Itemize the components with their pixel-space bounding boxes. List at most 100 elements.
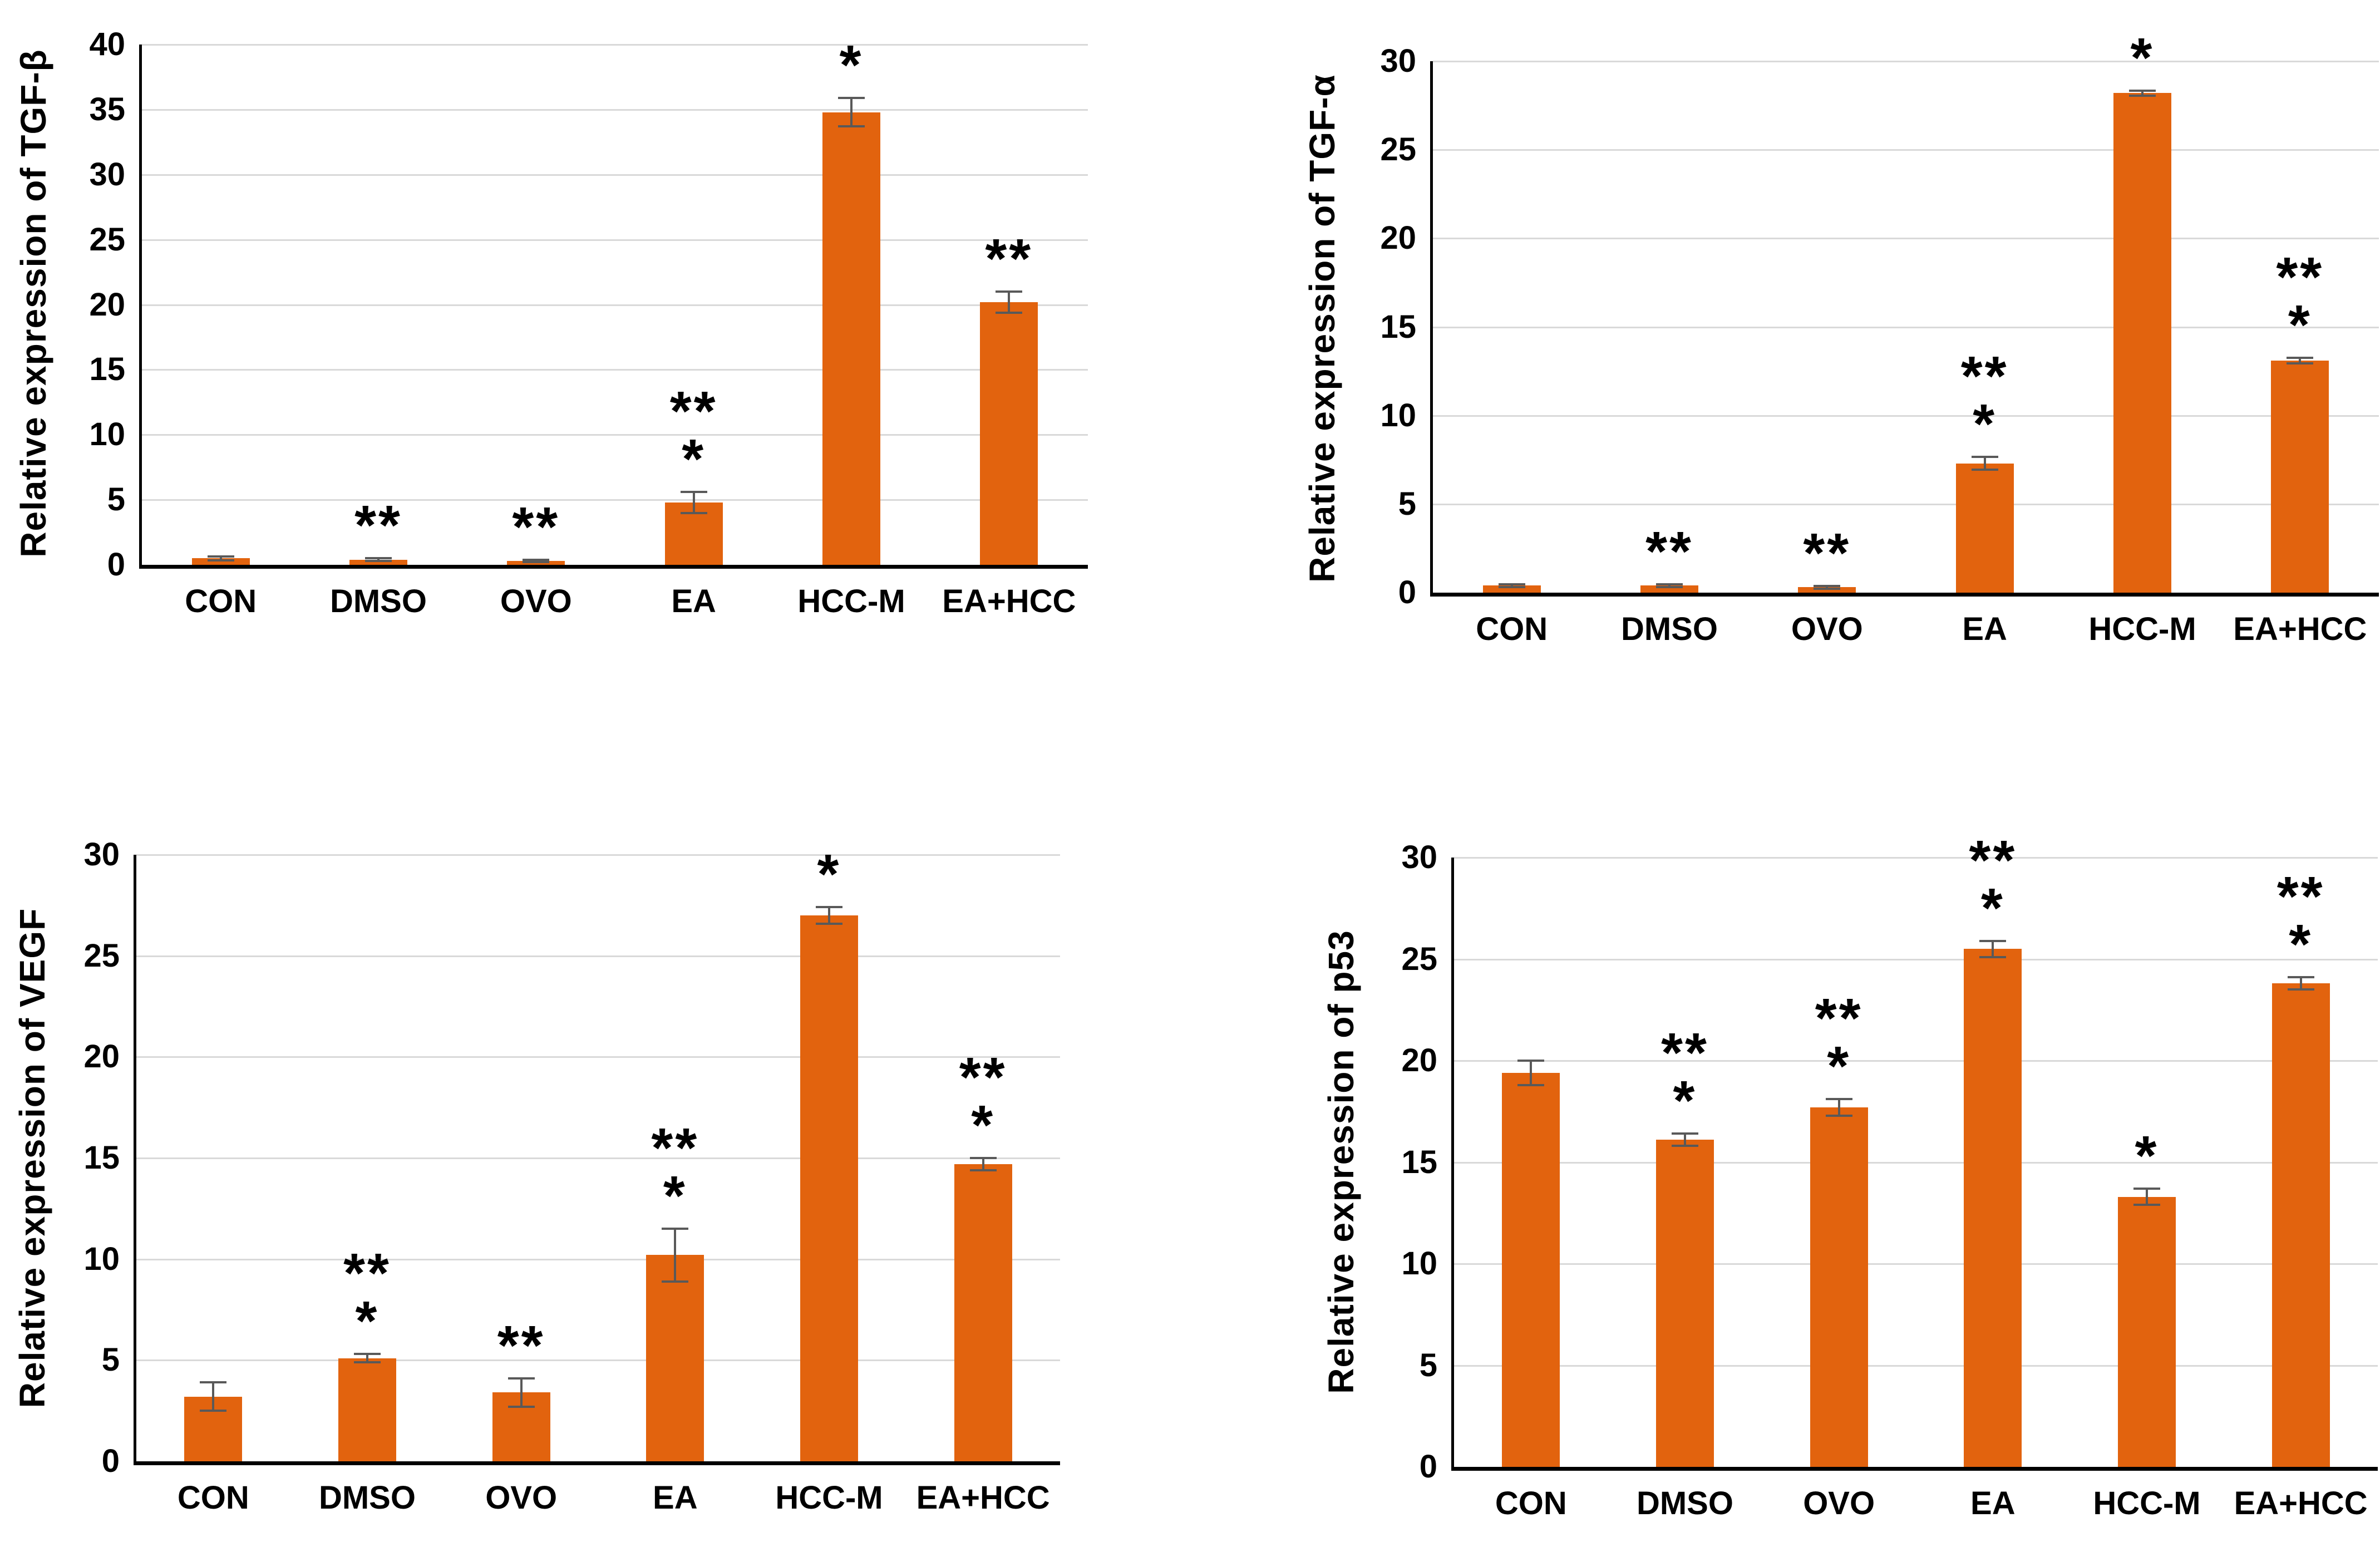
y-tick-label: 35 <box>89 91 125 127</box>
significance-stars: * <box>663 1165 687 1228</box>
error-bar-cap <box>816 922 842 925</box>
bar <box>191 558 250 565</box>
plot-area: 0 5 10 15 20 25 30 CON DMSO ** OVO ** EA ** * HCC-M * EA+… <box>1380 30 2379 647</box>
significance-stars: * <box>1973 393 1997 456</box>
error-bar-cap <box>200 1410 227 1412</box>
error-bar-cap <box>2133 1204 2160 1206</box>
significance-annotation: ** * <box>1906 348 2063 456</box>
gridline <box>1454 1161 2378 1164</box>
x-category-label: EA+HCC <box>2234 1485 2368 1521</box>
gridline <box>142 109 1088 111</box>
significance-stars: ** <box>343 1242 391 1305</box>
significance-stars: ** <box>512 495 560 558</box>
significance-annotation: ** * <box>1762 991 1916 1098</box>
x-category-label: EA+HCC <box>942 583 1076 619</box>
significance-annotation: ** <box>1748 521 1906 584</box>
significance-annotation: * <box>752 846 906 902</box>
gridline <box>136 1157 1060 1159</box>
error-bar <box>366 1354 368 1362</box>
error-bar <box>219 556 222 560</box>
x-category-label: DMSO <box>1636 1485 1733 1521</box>
significance-annotation: ** <box>930 228 1088 290</box>
chart-panel-tgf-alpha: Relative expression of TGF-α 0 5 10 15 20 25 3… <box>1190 0 2380 771</box>
error-bar-cap <box>1814 584 1841 587</box>
x-category-label: EA <box>671 583 716 619</box>
bar <box>1810 1107 1868 1467</box>
significance-annotation: ** * <box>1608 1025 1762 1129</box>
significance-stars: * <box>1827 1035 1851 1098</box>
significance-stars: ** <box>2276 865 2325 928</box>
error-bar <box>1992 940 1994 957</box>
error-bar <box>2141 90 2144 96</box>
significance-stars: ** <box>1645 520 1693 583</box>
significance-stars: * <box>839 33 864 96</box>
bar <box>1798 587 1856 593</box>
error-bar-cap <box>2129 95 2156 97</box>
error-bar-cap <box>1814 587 1841 590</box>
error-bar <box>520 1378 523 1407</box>
significance-stars: ** <box>354 494 402 556</box>
bar <box>1964 949 2022 1467</box>
significance-annotation: ** * <box>2224 865 2378 972</box>
x-category-label: EA <box>653 1480 698 1516</box>
error-bar <box>212 1382 215 1411</box>
x-category-label: CON <box>185 583 257 619</box>
error-bar-cap <box>2287 362 2314 364</box>
error-bar-cap <box>1517 1060 1545 1062</box>
error-bar-cap <box>1825 1098 1852 1101</box>
bar <box>338 1358 396 1461</box>
error-bar-cap <box>1656 585 1683 588</box>
gridline <box>1433 326 2379 328</box>
plot-area: 0 5 10 15 20 25 30 CON DMSO ** * OVO ** EA ** * HCC-M * EA… <box>83 837 1060 1516</box>
significance-annotation: ** * <box>290 1242 445 1349</box>
x-category-label: EA <box>1962 611 2007 647</box>
chart-panel-vegf: Relative expression of VEGF 0 5 10 15 20 25 30… <box>0 771 1190 1542</box>
error-bar <box>1837 1099 1840 1116</box>
error-bar-cap <box>1656 583 1683 585</box>
bar <box>2271 983 2330 1467</box>
y-tick-label: 0 <box>107 546 125 583</box>
significance-stars: * <box>2130 26 2155 89</box>
bar <box>646 1255 704 1461</box>
gridline <box>1433 149 2379 151</box>
x-category-label: HCC-M <box>775 1480 883 1516</box>
y-tick-label: 40 <box>89 26 125 62</box>
gridline <box>1433 61 2379 62</box>
error-bar <box>2146 1188 2148 1205</box>
y-tick-label: 20 <box>83 1038 120 1075</box>
error-bar-cap <box>1979 955 2007 958</box>
error-bar-cap <box>365 560 392 563</box>
gridline <box>136 854 1060 856</box>
x-category-label: EA+HCC <box>2233 611 2367 647</box>
gridline <box>142 369 1088 371</box>
error-bar-cap <box>969 1169 997 1171</box>
x-category-label: EA+HCC <box>916 1480 1050 1516</box>
y-tick-label: 5 <box>1398 485 1416 522</box>
y-tick-label: 5 <box>107 481 125 518</box>
error-bar <box>1826 585 1829 589</box>
gridline <box>136 955 1060 957</box>
error-bar-cap <box>838 96 865 99</box>
y-tick-label: 5 <box>1419 1347 1437 1383</box>
error-bar-cap <box>2287 976 2314 979</box>
y-tick-label: 20 <box>1401 1042 1437 1078</box>
y-tick-label: 30 <box>89 156 125 193</box>
error-bar-cap <box>680 491 707 494</box>
plot-area: 0 5 10 15 20 25 30 CON DMSO ** * OVO ** * EA ** * HCC-M * E… <box>1401 832 2378 1521</box>
gridline <box>136 1258 1060 1260</box>
y-tick-label: 25 <box>89 221 125 258</box>
error-bar-cap <box>996 290 1023 293</box>
y-tick-label: 30 <box>1401 839 1437 875</box>
y-tick-label: 15 <box>89 351 125 388</box>
chart-panel-tgf-beta: Relative expression of TGF-β 0 5 10 15 20 25 3… <box>0 0 1190 771</box>
error-bar-cap <box>1498 585 1525 588</box>
significance-stars: ** <box>985 228 1033 290</box>
x-category-label: DMSO <box>318 1480 416 1516</box>
significance-stars: ** <box>1803 521 1851 584</box>
bar <box>800 915 858 1461</box>
y-tick-label: 0 <box>101 1443 120 1479</box>
x-category-label: HCC-M <box>797 583 905 619</box>
bar <box>1656 1140 1714 1467</box>
error-bar <box>377 558 380 561</box>
